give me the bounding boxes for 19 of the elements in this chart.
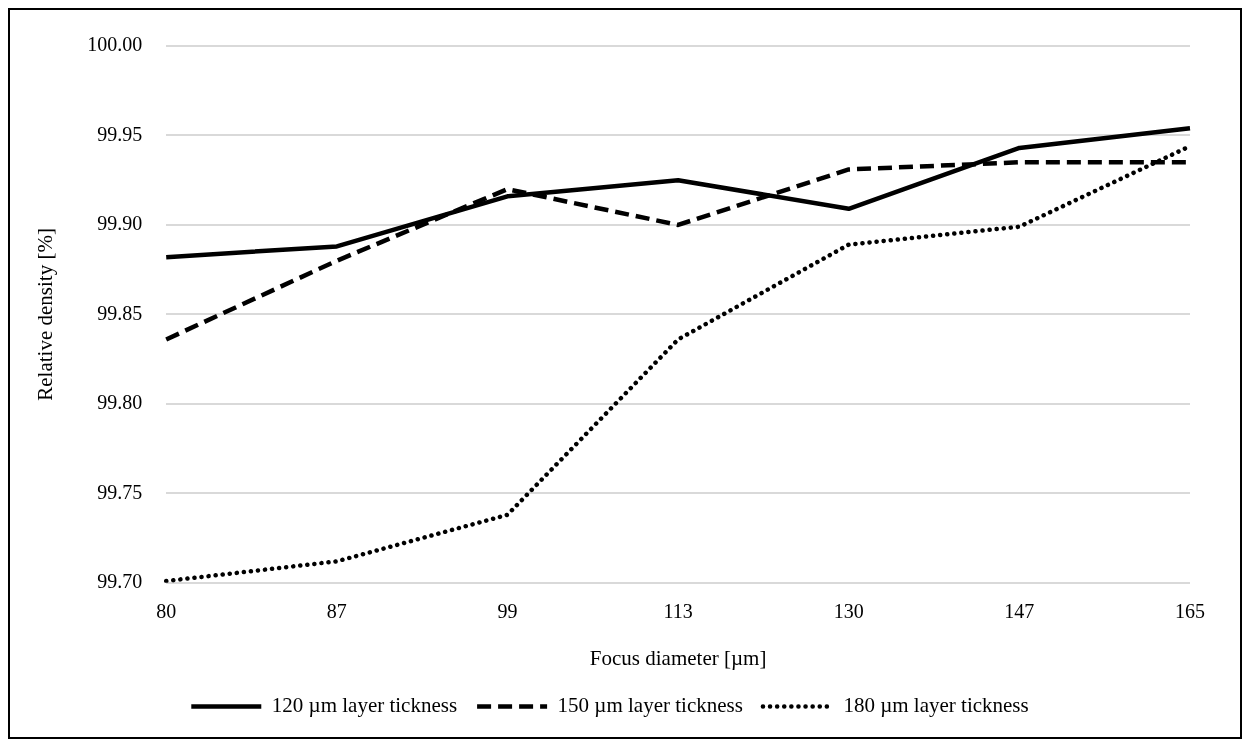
legend-label: 150 µm layer tickness xyxy=(557,693,743,718)
y-tick-label: 99.85 xyxy=(97,301,143,324)
x-tick-label: 130 xyxy=(833,600,864,623)
y-tick-label: 99.75 xyxy=(97,480,143,503)
x-tick-label: 113 xyxy=(663,600,693,623)
x-tick-label: 165 xyxy=(1175,600,1205,623)
x-tick-label: 99 xyxy=(497,600,518,623)
y-tick-label: 99.90 xyxy=(97,212,143,235)
x-tick-label: 87 xyxy=(326,600,347,623)
y-tick-label: 100.00 xyxy=(87,33,143,56)
x-tick-label: 147 xyxy=(1004,600,1035,623)
y-axis-title: Relative density [%] xyxy=(33,228,58,401)
y-tick-label: 99.70 xyxy=(97,570,143,593)
x-axis-title: Focus diameter [µm] xyxy=(589,645,767,670)
y-tick-label: 99.95 xyxy=(97,122,143,145)
x-tick-label: 80 xyxy=(156,600,177,623)
y-tick-label: 99.80 xyxy=(97,391,143,414)
legend-label: 180 µm layer tickness xyxy=(843,693,1029,718)
legend-label: 120 µm layer tickness xyxy=(271,693,458,718)
